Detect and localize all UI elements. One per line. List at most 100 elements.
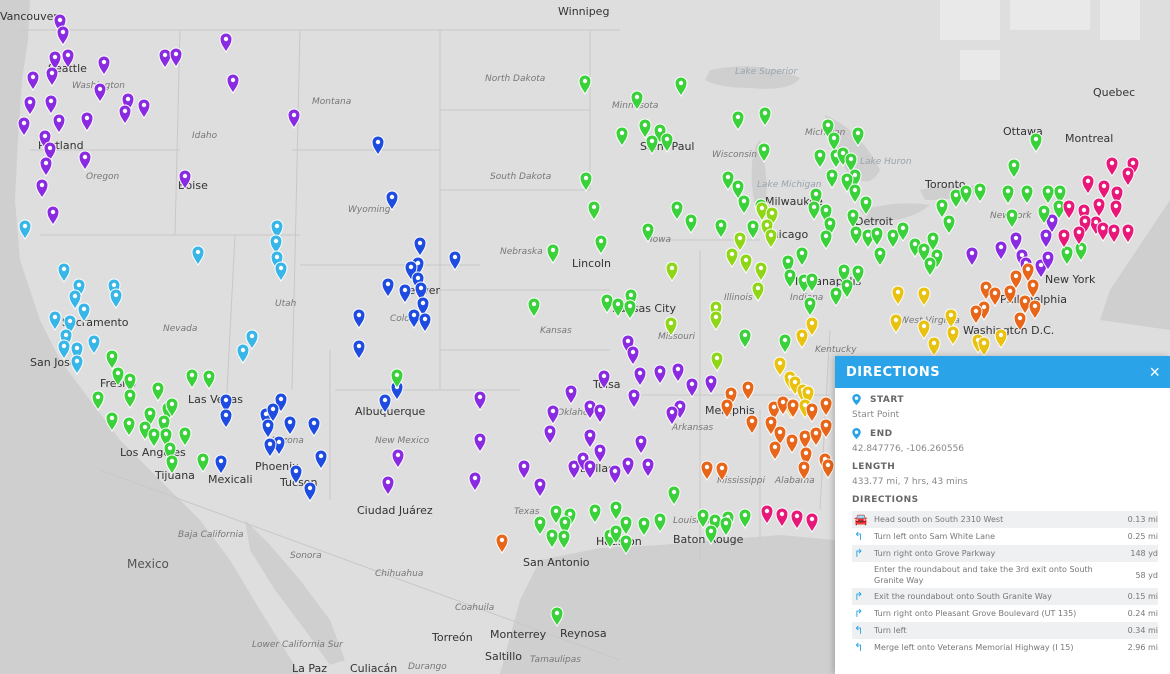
map-marker-green[interactable] — [846, 208, 860, 229]
map-marker-purple[interactable] — [965, 246, 979, 267]
map-marker-purple[interactable] — [473, 432, 487, 453]
map-marker-green[interactable] — [557, 529, 571, 550]
map-marker-orange[interactable] — [819, 396, 833, 417]
map-marker-purple[interactable] — [633, 366, 647, 387]
map-marker-cyan[interactable] — [270, 219, 284, 240]
map-marker-green[interactable] — [942, 214, 956, 235]
direction-step[interactable]: ↰ Turn left 0.34 mi — [852, 622, 1158, 639]
map-marker-green[interactable] — [848, 183, 862, 204]
map-marker-green[interactable] — [641, 222, 655, 243]
map-marker-yellow[interactable] — [891, 285, 905, 306]
map-marker-magenta[interactable] — [775, 507, 789, 528]
direction-step[interactable]: ↱ Turn right onto Pleasant Grove Boulevar… — [852, 605, 1158, 622]
map-marker-green[interactable] — [819, 229, 833, 250]
map-marker-purple[interactable] — [137, 98, 151, 119]
map-marker-green[interactable] — [813, 148, 827, 169]
map-marker-lime[interactable] — [709, 310, 723, 331]
map-marker-blue[interactable] — [416, 296, 430, 317]
map-marker-orange[interactable] — [805, 402, 819, 423]
map-marker-green[interactable] — [783, 268, 797, 289]
map-marker-orange[interactable] — [786, 398, 800, 419]
map-marker-green[interactable] — [721, 170, 735, 191]
map-marker-lime[interactable] — [733, 231, 747, 252]
map-marker-purple[interactable] — [1039, 228, 1053, 249]
map-marker-purple[interactable] — [44, 94, 58, 115]
map-marker-purple[interactable] — [685, 377, 699, 398]
map-marker-magenta[interactable] — [1107, 223, 1121, 244]
map-marker-green[interactable] — [645, 134, 659, 155]
map-marker-yellow[interactable] — [977, 336, 991, 357]
map-marker-purple[interactable] — [621, 456, 635, 477]
map-marker-purple[interactable] — [634, 434, 648, 455]
map-marker-green[interactable] — [1007, 158, 1021, 179]
map-marker-lime[interactable] — [739, 253, 753, 274]
map-marker-yellow[interactable] — [944, 308, 958, 329]
map-marker-cyan[interactable] — [70, 354, 84, 375]
map-marker-green[interactable] — [829, 286, 843, 307]
map-marker-orange[interactable] — [821, 458, 835, 479]
map-marker-green[interactable] — [122, 416, 136, 437]
map-marker-orange[interactable] — [741, 380, 755, 401]
map-marker-green[interactable] — [803, 296, 817, 317]
map-marker-green[interactable] — [758, 106, 772, 127]
map-marker-green[interactable] — [859, 195, 873, 216]
map-marker-green[interactable] — [1029, 132, 1043, 153]
map-marker-purple[interactable] — [97, 55, 111, 76]
map-marker-green[interactable] — [653, 512, 667, 533]
map-marker-magenta[interactable] — [1062, 199, 1076, 220]
map-marker-green[interactable] — [684, 213, 698, 234]
map-marker-green[interactable] — [827, 131, 841, 152]
direction-step[interactable]: ↱ Turn right onto Grove Parkway 148 yd — [852, 545, 1158, 562]
map-marker-cyan[interactable] — [274, 261, 288, 282]
map-marker-orange[interactable] — [809, 426, 823, 447]
map-marker-green[interactable] — [111, 366, 125, 387]
map-marker-purple[interactable] — [45, 66, 59, 87]
map-marker-lime[interactable] — [764, 228, 778, 249]
map-marker-magenta[interactable] — [1121, 166, 1135, 187]
map-marker-orange[interactable] — [1028, 299, 1042, 320]
map-marker-green[interactable] — [1041, 184, 1055, 205]
map-marker-magenta[interactable] — [805, 512, 819, 533]
map-marker-green[interactable] — [670, 200, 684, 221]
map-marker-yellow[interactable] — [994, 328, 1008, 349]
map-marker-purple[interactable] — [80, 111, 94, 132]
map-marker-magenta[interactable] — [1105, 156, 1119, 177]
map-marker-green[interactable] — [527, 297, 541, 318]
direction-step[interactable]: Enter the roundabout and take the 3rd ex… — [852, 562, 1158, 588]
map-marker-cyan[interactable] — [269, 234, 283, 255]
map-marker-green[interactable] — [637, 516, 651, 537]
map-marker-purple[interactable] — [219, 32, 233, 53]
map-marker-green[interactable] — [873, 246, 887, 267]
map-marker-orange[interactable] — [767, 400, 781, 421]
map-marker-orange[interactable] — [1021, 262, 1035, 283]
map-marker-purple[interactable] — [287, 108, 301, 129]
map-marker-green[interactable] — [1037, 204, 1051, 225]
map-marker-orange[interactable] — [785, 433, 799, 454]
map-marker-purple[interactable] — [671, 362, 685, 383]
map-marker-magenta[interactable] — [790, 509, 804, 530]
map-marker-green[interactable] — [849, 225, 863, 246]
map-marker-cyan[interactable] — [57, 339, 71, 360]
map-marker-blue[interactable] — [385, 190, 399, 211]
map-marker-cyan[interactable] — [109, 288, 123, 309]
map-marker-green[interactable] — [579, 171, 593, 192]
map-marker-lime[interactable] — [665, 261, 679, 282]
map-marker-purple[interactable] — [381, 475, 395, 496]
map-marker-green[interactable] — [851, 264, 865, 285]
map-marker-green[interactable] — [851, 126, 865, 147]
map-marker-magenta[interactable] — [1092, 197, 1106, 218]
map-marker-green[interactable] — [805, 272, 819, 293]
map-marker-purple[interactable] — [158, 48, 172, 69]
direction-step[interactable]: ↰ Turn left onto Sam White Lane 0.25 mi — [852, 528, 1158, 545]
map-marker-magenta[interactable] — [760, 504, 774, 525]
map-marker-green[interactable] — [533, 515, 547, 536]
map-marker-green[interactable] — [390, 368, 404, 389]
map-marker-orange[interactable] — [1013, 311, 1027, 332]
map-marker-green[interactable] — [594, 234, 608, 255]
map-marker-orange[interactable] — [988, 286, 1002, 307]
map-marker-blue[interactable] — [219, 408, 233, 429]
close-button[interactable]: × — [1149, 362, 1160, 382]
map-marker-green[interactable] — [609, 500, 623, 521]
map-marker-magenta[interactable] — [1081, 174, 1095, 195]
